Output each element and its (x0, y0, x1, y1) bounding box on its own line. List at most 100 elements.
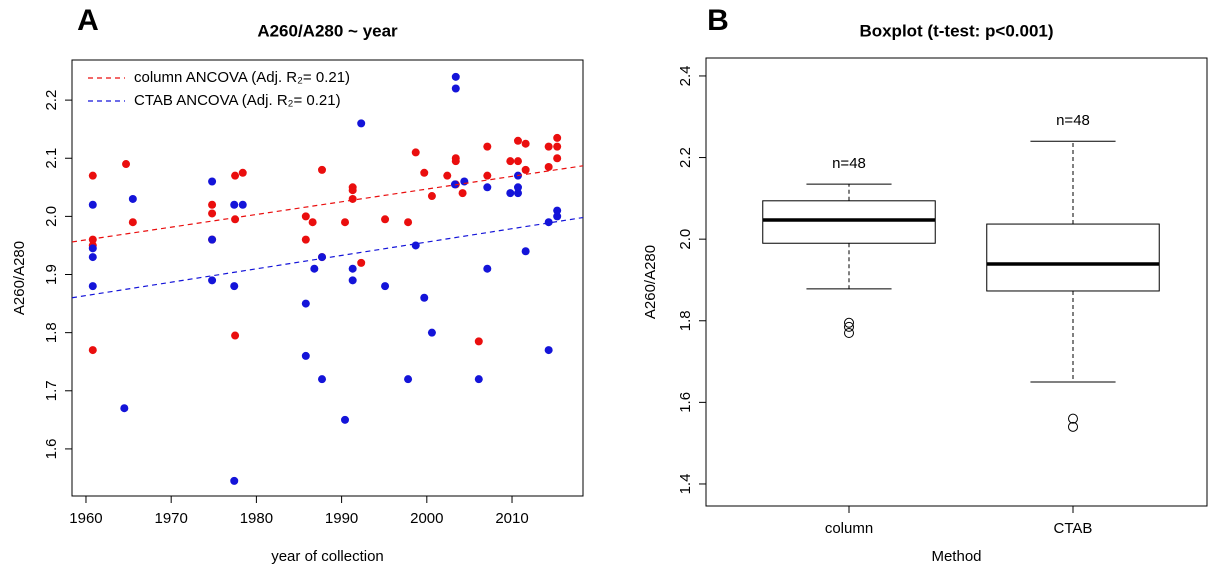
data-point (483, 171, 492, 180)
panel-label: A (77, 4, 99, 37)
data-point (208, 209, 217, 218)
data-point (301, 212, 310, 221)
data-point (88, 244, 97, 253)
data-point (404, 218, 413, 227)
data-point (381, 282, 390, 291)
data-point (301, 299, 310, 308)
data-point (381, 215, 390, 224)
chart-title: A260/A280 ~ year (257, 21, 398, 40)
data-point (521, 165, 530, 174)
data-point (553, 206, 562, 215)
data-point (88, 346, 97, 355)
data-point (301, 351, 310, 360)
data-point (443, 171, 452, 180)
regression-line (71, 216, 584, 299)
outlier (844, 328, 854, 339)
data-point (553, 133, 562, 142)
y-axis-label: A260/A280 (11, 241, 28, 315)
data-point (483, 183, 492, 192)
panel-label: B (707, 4, 729, 37)
data-point (128, 218, 137, 227)
plot-frame (71, 59, 584, 497)
outlier (844, 317, 854, 328)
plot-frame (705, 57, 1208, 507)
data-point (513, 157, 522, 166)
y-axis-label: A260/A280 (642, 245, 659, 319)
data-point (341, 415, 350, 424)
data-point (318, 375, 327, 384)
data-point (544, 142, 553, 151)
data-point (231, 171, 240, 180)
data-point (318, 165, 327, 174)
data-point (474, 375, 483, 384)
box (762, 200, 936, 244)
y-tick-label: 2.0 (43, 206, 60, 227)
data-point (88, 200, 97, 209)
x-axis-label: year of collection (271, 548, 384, 565)
data-point (513, 136, 522, 145)
y-tick-label: 1.7 (43, 380, 60, 401)
data-point (451, 84, 460, 93)
data-point (231, 215, 240, 224)
n-label: n=48 (832, 155, 866, 172)
data-point (357, 119, 366, 128)
data-point (404, 375, 413, 384)
data-point (451, 157, 460, 166)
data-point (460, 177, 469, 186)
data-point (420, 293, 429, 302)
data-point (521, 139, 530, 148)
data-point (427, 192, 436, 201)
data-point (208, 276, 217, 285)
data-point (544, 346, 553, 355)
x-tick-label: 1980 (240, 510, 273, 527)
data-point (208, 200, 217, 209)
data-point (301, 235, 310, 244)
x-tick-label: 1960 (69, 510, 102, 527)
data-point (348, 194, 357, 203)
data-point (88, 235, 97, 244)
y-tick-label: 1.9 (43, 264, 60, 285)
data-point (310, 264, 319, 273)
data-point (238, 168, 247, 177)
n-label: n=48 (1056, 112, 1090, 129)
data-point (318, 253, 327, 262)
data-point (553, 154, 562, 163)
y-tick-label: 2.1 (43, 148, 60, 169)
data-point (357, 258, 366, 267)
outlier (1068, 421, 1078, 432)
y-tick-label: 1.8 (677, 310, 694, 331)
data-point (122, 160, 131, 169)
data-point (553, 212, 562, 221)
data-point (88, 253, 97, 262)
x-tick-label: 1990 (325, 510, 358, 527)
data-point (120, 404, 129, 413)
data-point (230, 282, 239, 291)
x-axis-label: Method (931, 548, 981, 565)
data-point (427, 328, 436, 337)
data-point (341, 218, 350, 227)
data-point (208, 235, 217, 244)
legend-label: CTAB ANCOVA (Adj. R₂= 0.21) (134, 92, 341, 109)
y-tick-label: 2.4 (677, 66, 694, 87)
box (986, 223, 1160, 292)
data-point (483, 142, 492, 151)
data-point (348, 186, 357, 195)
data-point (483, 264, 492, 273)
data-point (208, 177, 217, 186)
data-point (230, 200, 239, 209)
data-point (521, 247, 530, 256)
y-tick-label: 1.6 (43, 438, 60, 459)
outlier (1068, 413, 1078, 424)
chart-title: Boxplot (t-test: p<0.001) (859, 21, 1053, 40)
x-tick-label: 2000 (410, 510, 443, 527)
data-point (553, 142, 562, 151)
y-tick-label: 2.2 (43, 90, 60, 111)
y-tick-label: 1.8 (43, 322, 60, 343)
data-point (88, 171, 97, 180)
outlier (844, 321, 854, 332)
data-point (458, 189, 467, 198)
data-point (513, 183, 522, 192)
data-point (348, 276, 357, 285)
y-tick-label: 1.4 (677, 474, 694, 495)
